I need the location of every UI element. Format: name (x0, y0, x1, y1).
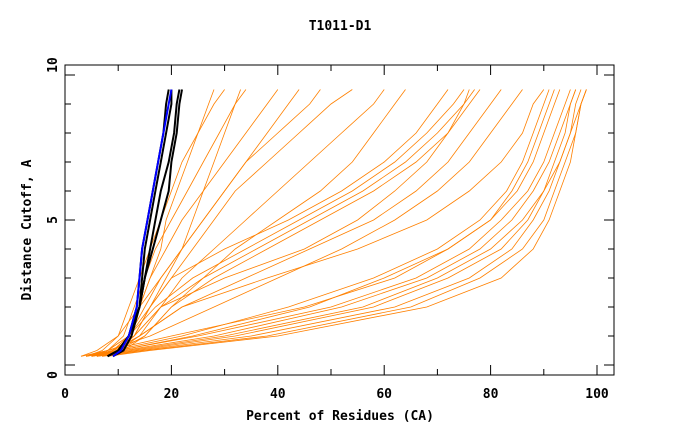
series-model-23 (96, 89, 470, 357)
x-tick-label: 20 (164, 387, 180, 402)
series-highlight-3 (112, 89, 181, 358)
series-model-24 (91, 89, 545, 357)
series-model-22 (102, 89, 215, 357)
series-model-12 (91, 89, 502, 357)
series-model-8 (96, 89, 577, 357)
x-tick-label: 60 (376, 387, 392, 402)
series-model-4 (96, 89, 587, 357)
tick-layer: 0 20 40 60 80 100 0 5 10 (46, 57, 614, 402)
series-model-11 (86, 89, 523, 357)
series-model-6 (91, 89, 577, 357)
series-reference (112, 89, 173, 358)
series-model-13 (96, 89, 481, 357)
y-axis-label: Distance Cutoff, A (20, 159, 35, 300)
x-tick-label: 40 (270, 387, 286, 402)
series-model-7 (86, 89, 550, 357)
series-model-3 (91, 89, 582, 357)
x-axis-label: Percent of Residues (CA) (246, 409, 434, 424)
series-model-21 (86, 89, 225, 357)
series-model-9 (107, 89, 587, 357)
x-tick-label: 80 (483, 387, 499, 402)
y-tick-label: 0 (46, 371, 61, 379)
y-tick-label: 5 (46, 216, 61, 224)
series-model-19 (96, 89, 279, 357)
series-model-27 (102, 89, 406, 357)
series-model-16 (96, 89, 385, 357)
series-model-2 (86, 89, 571, 357)
series-model-26 (80, 89, 300, 357)
series-model-18 (86, 89, 321, 357)
y-tick-label: 10 (46, 57, 61, 73)
chart-title: T1011-D1 (309, 19, 372, 34)
series-layer (80, 89, 587, 358)
series-model-10 (91, 89, 555, 357)
x-tick-label: 0 (61, 387, 69, 402)
x-tick-label: 100 (585, 387, 609, 402)
